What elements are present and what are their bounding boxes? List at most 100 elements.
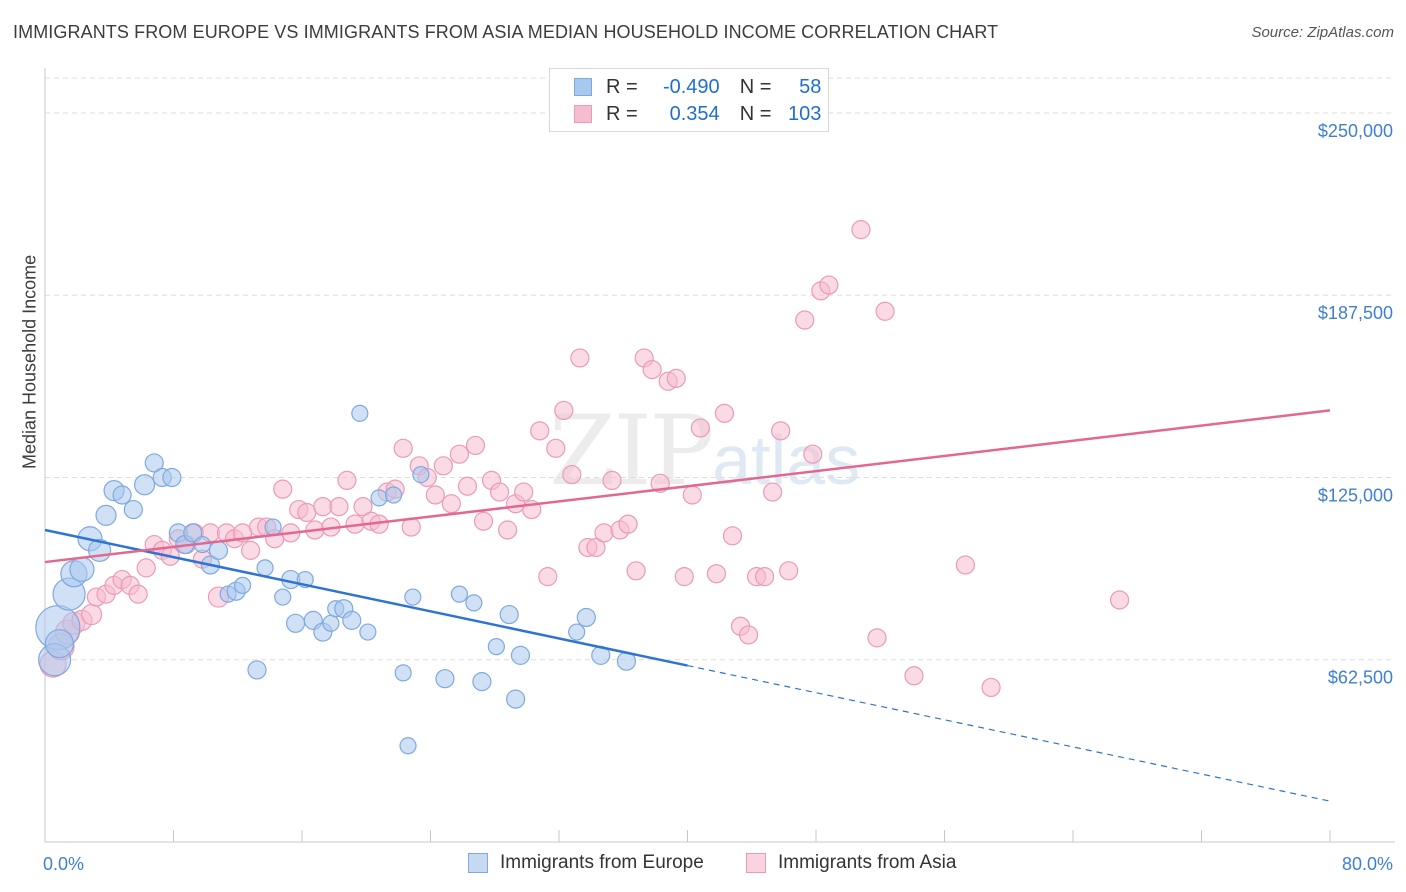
asia-point: [738, 625, 759, 645]
europe-point: [256, 559, 274, 577]
asia-point: [1109, 590, 1130, 610]
x-tick-label: 80.0%: [1342, 854, 1393, 874]
bottom-legend-label-europe: Immigrants from Europe: [500, 852, 704, 873]
europe-point: [133, 474, 156, 496]
asia-point: [337, 470, 357, 491]
asia-point: [867, 628, 887, 648]
europe-point: [233, 576, 252, 594]
bottom-legend-asia: Immigrants from Asia: [746, 852, 956, 874]
asia-point: [128, 584, 148, 604]
legend-row-europe: R = -0.490 N = 58: [574, 75, 821, 99]
legend-row-asia: R = 0.354 N = 103: [574, 102, 821, 126]
europe-point: [162, 467, 182, 488]
europe-point: [342, 610, 362, 630]
europe-point: [487, 638, 505, 656]
legend-n-label: N =: [739, 102, 772, 125]
europe-point: [247, 660, 267, 680]
europe-point: [399, 737, 417, 755]
europe-trendline-extension: [687, 664, 1331, 802]
europe-point: [412, 465, 430, 484]
europe-point: [144, 453, 164, 473]
asia-point: [498, 520, 518, 540]
europe-point: [123, 499, 143, 520]
europe-point: [510, 645, 531, 665]
europe-point: [112, 485, 132, 505]
chart-title: IMMIGRANTS FROM EUROPE VS IMMIGRANTS FRO…: [13, 22, 999, 42]
legend-n-value: 103: [788, 102, 822, 125]
asia-point: [690, 418, 710, 438]
x-tick-label: 0.0%: [43, 854, 84, 874]
asia-point: [795, 310, 815, 330]
legend-n-label: N =: [739, 75, 772, 98]
asia-point: [489, 482, 510, 502]
asia-point: [722, 526, 743, 546]
legend-n-value: 58: [799, 75, 822, 98]
asia-point: [570, 348, 590, 368]
asia-point: [425, 485, 445, 505]
asia-point: [313, 497, 333, 517]
asia-point: [465, 435, 486, 456]
asia-point: [273, 479, 293, 499]
asia-point: [449, 444, 470, 464]
legend-r-value: -0.490: [662, 75, 720, 98]
y-axis-label: Median Household Income: [19, 254, 40, 469]
asia-point: [80, 603, 103, 626]
europe-point: [44, 629, 75, 659]
legend-r-label: R =: [606, 75, 638, 98]
europe-point: [404, 588, 422, 606]
europe-point: [322, 614, 340, 632]
europe-point: [359, 623, 377, 641]
asia-point: [819, 275, 839, 295]
europe-point: [465, 594, 483, 612]
asia-point: [329, 497, 349, 517]
europe-point: [69, 556, 95, 582]
asia-point: [538, 567, 558, 587]
asia-point: [586, 537, 606, 558]
legend-swatch-asia: [574, 105, 592, 123]
asia-point: [779, 561, 799, 581]
asia-trendline: [44, 409, 1331, 564]
asia-point: [706, 564, 727, 584]
asia-point: [554, 400, 574, 421]
asia-point: [457, 476, 478, 496]
asia-point: [981, 677, 1001, 698]
bottom-legend-swatch-europe: [468, 853, 488, 873]
asia-point: [618, 514, 638, 534]
legend-r-value: 0.354: [669, 102, 720, 125]
source-label: Source: ZipAtlas.com: [1251, 24, 1394, 41]
asia-point: [546, 438, 566, 458]
asia-point: [241, 540, 261, 560]
asia-point: [763, 482, 783, 502]
europe-point: [499, 604, 519, 625]
europe-point: [384, 486, 403, 504]
legend-swatch-europe: [574, 78, 592, 96]
y-tick-label: $62,500: [1328, 668, 1393, 688]
europe-point: [208, 540, 229, 560]
europe-point: [394, 664, 412, 682]
asia-point: [904, 666, 924, 686]
y-tick-label: $187,500: [1318, 303, 1393, 323]
asia-point: [602, 470, 622, 491]
europe-point: [506, 689, 526, 709]
europe-point: [576, 607, 596, 628]
europe-trendline: [44, 528, 688, 667]
europe-point: [95, 504, 117, 527]
asia-point: [803, 444, 823, 464]
asia-point: [353, 497, 373, 517]
asia-point: [136, 558, 156, 578]
asia-point: [682, 485, 702, 505]
asia-point: [875, 301, 895, 321]
asia-point: [562, 464, 582, 485]
europe-point: [351, 404, 369, 422]
asia-point: [530, 421, 550, 441]
asia-point: [297, 502, 317, 523]
asia-point: [771, 421, 791, 441]
europe-point: [285, 613, 306, 633]
asia-point: [642, 360, 662, 380]
asia-point: [714, 403, 735, 423]
asia-point: [473, 511, 494, 531]
europe-point: [450, 585, 469, 603]
europe-point: [274, 588, 292, 606]
bottom-legend-swatch-asia: [746, 853, 766, 873]
